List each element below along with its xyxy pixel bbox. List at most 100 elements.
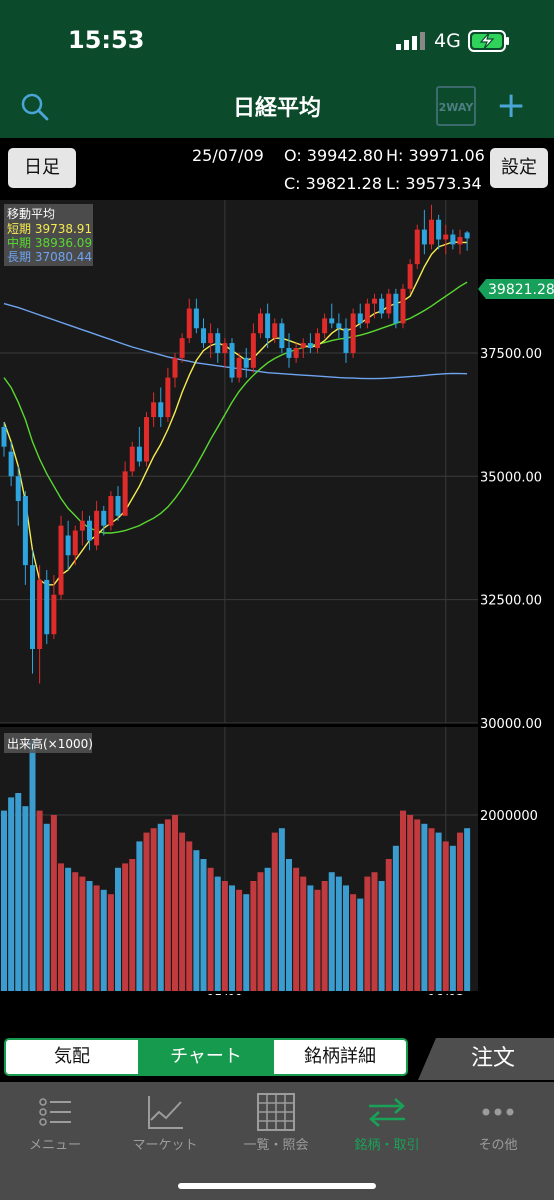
candle [215,333,221,353]
volume-bar [15,793,22,991]
quote-high: H: 39971.06 [386,146,485,165]
tab-menu[interactable]: メニュー [0,1082,110,1162]
price-tick-label: 32500.00 [480,594,542,609]
candle [136,446,142,462]
swap-arrows-icon [369,1098,405,1127]
volume-bar [193,850,200,991]
two-way-button[interactable]: 2WAY [436,86,476,126]
volume-bar [321,881,328,991]
volume-bar [400,810,406,991]
quote-date: 25/07/09 [192,146,264,165]
candle [329,318,335,324]
volume-bar [421,823,428,991]
status-time: 15:53 [68,26,145,54]
candle [421,229,427,245]
plus-icon[interactable]: + [496,85,527,126]
candle [250,333,256,368]
volume-bar [79,876,86,991]
tab-other-label: その他 [478,1138,518,1153]
volume-bar [72,872,79,991]
volume-bar [414,819,421,991]
candle [15,476,21,501]
candle [94,510,100,546]
page-title: 日経平均 [232,96,321,121]
candle [272,323,278,339]
volume-bar [93,885,100,991]
volume-bar [307,885,314,991]
candle [450,234,456,245]
candle [72,530,78,556]
volume-bar [250,881,257,991]
volume-bar [286,859,292,991]
order-button[interactable]: 注文 [418,1038,554,1080]
candle [37,579,43,649]
volume-bar [179,832,186,991]
volume-bar [314,889,321,991]
candle [414,229,420,265]
grid-table-icon [257,1093,295,1131]
candle [222,343,228,353]
volume-bar [129,859,136,991]
candle [115,496,121,516]
volume-tick-label: 2000000 [480,809,538,824]
search-icon[interactable] [20,92,50,122]
volume-bar [58,863,64,991]
volume-bar [457,832,463,991]
segment-detail-tab[interactable]: 銘柄詳細 [304,1046,376,1067]
header: 15:53 4G 日経平均 2WAY + [0,0,554,138]
candle [30,565,35,649]
tab-trade-label: 銘柄・取引 [354,1138,420,1153]
volume-bar [214,876,221,991]
candle [293,348,299,358]
candle [108,496,114,526]
current-price-label: 39821.28 [488,282,554,298]
candle [443,234,449,240]
candle [8,451,14,477]
volume-bar [392,845,399,991]
battery-charging-icon [468,30,509,52]
tab-market[interactable]: マーケット [110,1082,220,1162]
volume-bar [8,797,15,991]
volume-bar [271,832,278,991]
candle [22,496,28,566]
volume-bar [100,889,107,991]
segment-control: 気配 チャート 銘柄詳細 [4,1038,408,1076]
ma-legend-long: 長期 37080.44 [7,250,92,264]
volume-bar [357,898,364,991]
volume-bar [1,810,7,991]
volume-bar [407,815,414,991]
candle [122,471,128,516]
tab-menu-label: メニュー [28,1138,81,1153]
segment-chart-tab[interactable]: チャート [138,1040,274,1074]
candle [129,446,135,472]
candle [186,308,192,339]
candle [464,232,470,239]
tab-trade[interactable]: 銘柄・取引 [332,1082,442,1162]
volume-bar [172,815,178,991]
time-tick-label: 05/01 [206,993,243,995]
volume-bar [29,740,36,991]
candle [144,417,149,462]
volume-bar [157,823,164,991]
candle [101,510,107,526]
volume-bar [264,867,271,991]
tab-other[interactable]: その他 [443,1082,553,1162]
volume-bar [464,828,471,991]
volume-bar [442,841,449,991]
volume-bar [371,872,378,991]
tab-list[interactable]: 一覧・照会 [221,1082,331,1162]
candlestick-chart[interactable]: 37500.00 35000.00 32500.00 30000.00 2000000 0… [0,195,554,995]
more-dots-icon [482,1108,514,1116]
period-button[interactable]: 日足 [8,148,76,188]
volume-bar [122,863,129,991]
candle [179,338,185,358]
tab-list-label: 一覧・照会 [243,1138,309,1153]
volume-bar [449,845,456,991]
candle [322,318,328,334]
volume-bar [229,885,235,991]
settings-button[interactable]: 設定 [490,148,548,188]
candle [44,579,50,635]
market-chart-icon [148,1096,183,1129]
volume-bar [257,872,264,991]
segment-quote-tab[interactable]: 気配 [54,1046,90,1067]
